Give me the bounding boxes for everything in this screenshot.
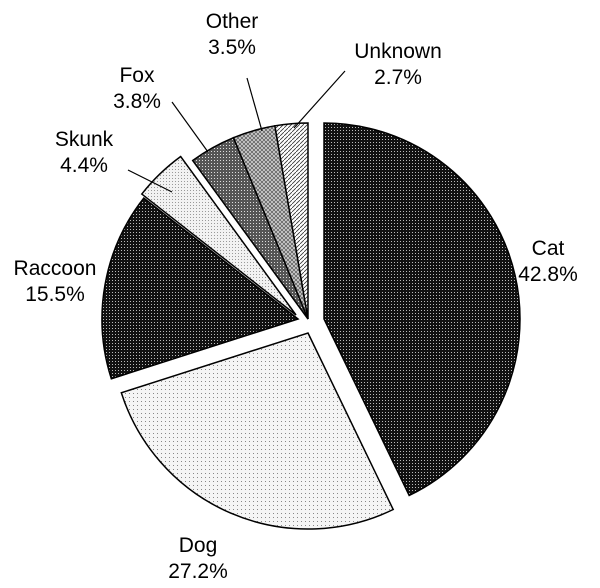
leader-line-unknown [293,70,346,129]
leader-line-skunk [127,169,173,193]
leader-line-fox [171,101,209,153]
pie-slice-dog [120,332,395,530]
slice-label-dog: Dog [179,534,218,557]
leader-line-other [246,77,263,132]
slice-percent-skunk: 4.4% [60,154,108,177]
slice-label-raccoon: Raccoon [14,257,97,280]
slice-label-cat: Cat [532,237,565,260]
pie-slice-skunk [140,155,297,316]
slice-label-fox: Fox [119,64,155,87]
slice-label-unknown: Unknown [354,40,442,63]
slice-percent-raccoon: 15.5% [25,283,85,306]
slice-percent-cat: 42.8% [518,263,578,286]
leader-lines [127,70,346,193]
pie-slice-unknown [274,122,309,320]
slice-percent-fox: 3.8% [113,90,161,113]
slice-percent-unknown: 2.7% [374,66,422,89]
slice-percent-other: 3.5% [208,36,256,59]
slice-labels: Cat 42.8% Dog 27.2% Raccoon 15.5% Skunk 4.4% Fox… [14,10,578,583]
pie-slice-cat [323,122,521,497]
pie-slices [101,122,521,530]
slice-label-skunk: Skunk [55,128,114,151]
slice-label-other: Other [206,10,259,33]
slice-percent-dog: 27.2% [168,560,228,583]
pie-slice-raccoon [101,196,300,380]
